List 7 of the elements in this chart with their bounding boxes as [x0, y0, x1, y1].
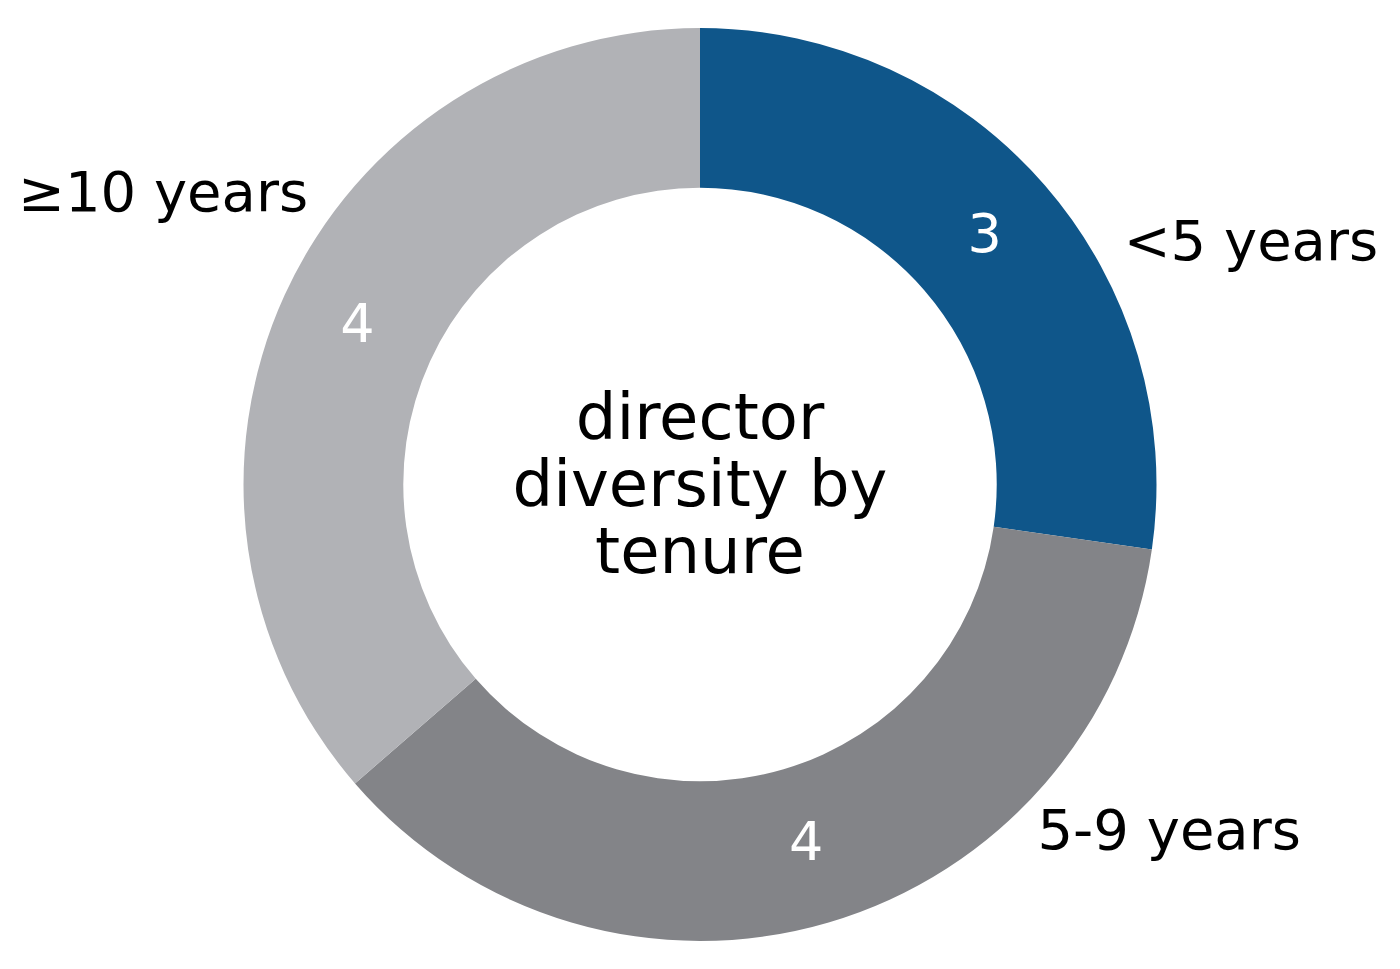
slice-label: 5-9 years — [1037, 797, 1301, 863]
text: director diversity by tenure — [511, 379, 889, 589]
slice-label: ≥10 years — [18, 158, 309, 224]
data-label: 4 — [788, 809, 824, 873]
data-label: 4 — [340, 292, 375, 356]
data-label: 3 — [967, 201, 1002, 265]
slice-label: <5 years — [1123, 207, 1379, 273]
